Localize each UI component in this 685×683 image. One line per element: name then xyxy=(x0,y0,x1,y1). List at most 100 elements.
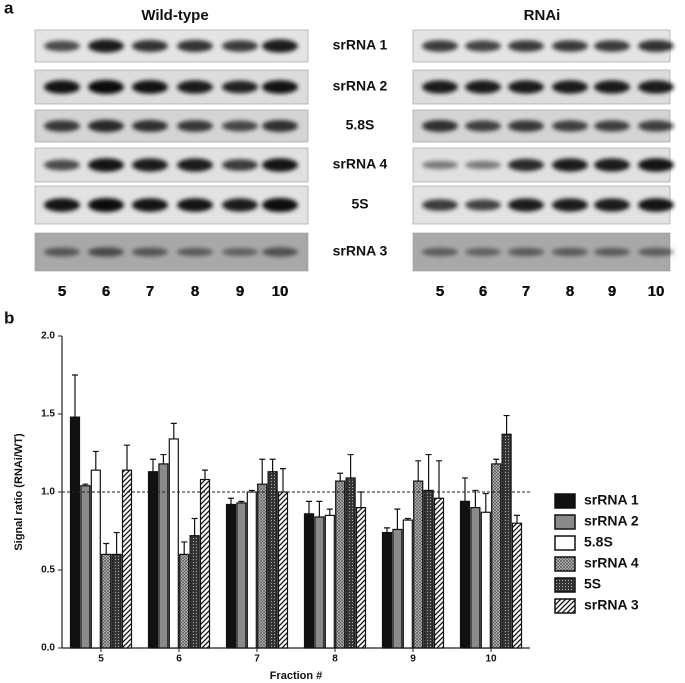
bar xyxy=(236,502,247,649)
lane-label: 10 xyxy=(648,283,665,300)
lane-label: 6 xyxy=(479,283,487,300)
x-tick-label: 5 xyxy=(98,654,104,665)
lane-label: 8 xyxy=(191,283,199,300)
blot-band xyxy=(638,198,674,212)
lane-label: 9 xyxy=(608,283,616,300)
lane-label: 7 xyxy=(522,283,530,300)
blot-band xyxy=(422,80,458,94)
y-tick-label: 0.5 xyxy=(41,565,55,576)
panel-label: a xyxy=(4,0,14,17)
y-tick-label: 0.0 xyxy=(41,643,55,654)
lane-label: 9 xyxy=(236,283,244,300)
lane-label: 7 xyxy=(522,283,530,300)
lane-label: 6 xyxy=(479,283,487,300)
legend-label: srRNA 1 xyxy=(584,492,639,508)
error-bar xyxy=(514,514,520,524)
error-bar xyxy=(150,458,156,472)
bar xyxy=(501,433,512,649)
lane-label: 5 xyxy=(436,283,444,300)
error-bar xyxy=(394,508,401,530)
blot-band xyxy=(594,158,630,172)
bar xyxy=(314,516,325,649)
error-bar xyxy=(269,458,276,472)
error-bar xyxy=(384,527,390,533)
row-label: srRNA 2 xyxy=(333,78,388,94)
x-tick-label: 10 xyxy=(485,654,497,665)
row-label: 5.8S xyxy=(346,117,375,133)
error-bar xyxy=(436,460,442,499)
y-tick-label: 1.0 xyxy=(41,487,55,498)
lane-label: 10 xyxy=(272,283,289,300)
bar xyxy=(511,522,523,649)
bar xyxy=(277,491,289,649)
x-tick-label: 9 xyxy=(410,654,416,665)
lane-label: 6 xyxy=(102,283,110,300)
error-bar xyxy=(160,453,167,464)
lane-label: 6 xyxy=(479,283,487,300)
lane-label: 8 xyxy=(566,283,574,300)
error-bar xyxy=(92,450,99,471)
lane-label: 10 xyxy=(648,283,665,300)
blot-band xyxy=(465,120,501,132)
blot-band xyxy=(132,40,168,52)
lane-label: 8 xyxy=(191,283,199,300)
error-bar xyxy=(191,517,198,536)
lane-label: 5 xyxy=(436,283,444,300)
bar xyxy=(392,528,403,649)
blot-band xyxy=(508,247,544,257)
lane-label: 5 xyxy=(58,283,66,300)
blot-band xyxy=(638,40,674,52)
lane-label: 9 xyxy=(608,283,616,300)
panel-label: b xyxy=(4,308,14,327)
lane-label: 8 xyxy=(566,283,574,300)
blot-band xyxy=(262,120,298,132)
blot-title: RNAi xyxy=(524,7,561,24)
blot-band xyxy=(638,80,674,94)
error-bar xyxy=(462,477,468,502)
error-bar xyxy=(503,414,510,435)
bar xyxy=(480,511,491,649)
lane-label: 9 xyxy=(236,283,244,300)
blot-band xyxy=(44,40,80,52)
bar xyxy=(433,497,445,649)
blot-band xyxy=(594,198,630,212)
blot-band xyxy=(177,40,213,52)
error-bar xyxy=(113,531,120,555)
blot-band xyxy=(262,198,298,212)
blot-band xyxy=(222,120,258,132)
row-label: srRNA 1 xyxy=(333,37,388,53)
bar xyxy=(179,553,190,649)
bar xyxy=(335,480,346,649)
blot-band xyxy=(222,198,258,212)
bar xyxy=(345,477,356,649)
error-bar xyxy=(82,483,89,486)
lane-label: 10 xyxy=(272,283,289,300)
lane-label: 9 xyxy=(608,283,616,300)
blot-band xyxy=(222,40,258,52)
blot-title: Wild-type xyxy=(141,7,208,24)
blot-band xyxy=(552,80,588,94)
blot-band xyxy=(594,247,630,257)
lane-label: 6 xyxy=(479,283,487,300)
lane-label: 5 xyxy=(436,283,444,300)
lane-label: 9 xyxy=(236,283,244,300)
blot-band xyxy=(44,120,80,132)
blot-band xyxy=(508,158,544,172)
blot-band xyxy=(638,247,674,257)
lane-label: 9 xyxy=(236,283,244,300)
bar xyxy=(423,489,434,649)
lane-label: 10 xyxy=(648,283,665,300)
lane-label: 10 xyxy=(272,283,289,300)
blot-band xyxy=(594,80,630,94)
lane-label: 5 xyxy=(58,283,66,300)
error-bar xyxy=(202,469,208,480)
blot-band xyxy=(508,40,544,52)
lane-label: 6 xyxy=(102,283,110,300)
error-bar xyxy=(306,500,312,514)
error-bar xyxy=(280,468,286,492)
bar xyxy=(303,513,315,649)
lane-label: 7 xyxy=(146,283,154,300)
bar xyxy=(80,485,91,649)
lane-label: 7 xyxy=(146,283,154,300)
